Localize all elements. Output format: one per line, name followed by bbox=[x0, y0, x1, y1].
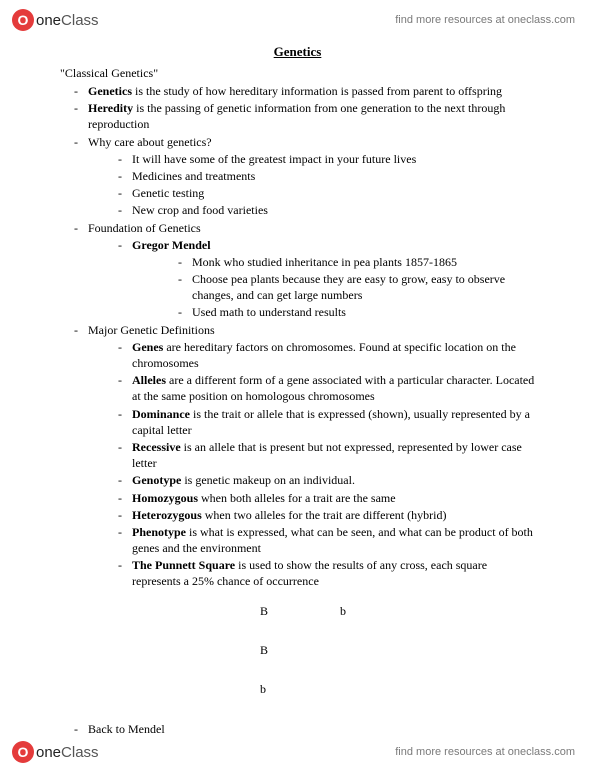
text: Monk who studied inheritance in pea plan… bbox=[192, 255, 457, 269]
list-item: New crop and food varieties bbox=[88, 202, 535, 218]
text: Genetic testing bbox=[132, 186, 204, 200]
list-item: Gregor Mendel Monk who studied inheritan… bbox=[88, 237, 535, 321]
definition: is genetic makeup on an individual. bbox=[181, 473, 355, 487]
definition: are hereditary factors on chromosomes. F… bbox=[132, 340, 516, 370]
list-item: Heterozygous when two alleles for the tr… bbox=[88, 507, 535, 523]
logo-text: oneClass bbox=[36, 12, 99, 29]
term: Phenotype bbox=[132, 525, 186, 539]
logo-word-class: Class bbox=[61, 744, 99, 761]
document-body: Genetics "Classical Genetics" Genetics i… bbox=[0, 38, 595, 737]
text: Why care about genetics? bbox=[88, 135, 212, 149]
list-item: Recessive is an allele that is present b… bbox=[88, 439, 535, 471]
punnett-cell: B bbox=[260, 643, 280, 658]
term: Heredity bbox=[88, 101, 133, 115]
term: Dominance bbox=[132, 407, 190, 421]
list-item: The Punnett Square is used to show the r… bbox=[88, 557, 535, 589]
definition: when both alleles for a trait are the sa… bbox=[198, 491, 396, 505]
term: Gregor Mendel bbox=[132, 238, 211, 252]
punnett-cell: b bbox=[340, 604, 360, 619]
list-item: Genes are hereditary factors on chromoso… bbox=[88, 339, 535, 371]
logo-word-class: Class bbox=[61, 12, 99, 29]
logo-word-one: one bbox=[36, 12, 61, 29]
term: Genes bbox=[132, 340, 163, 354]
list-item: Homozygous when both alleles for a trait… bbox=[88, 490, 535, 506]
definition: is the trait or allele that is expressed… bbox=[132, 407, 530, 437]
list-item: Foundation of Genetics Gregor Mendel Mon… bbox=[60, 220, 535, 321]
definition: are a different form of a gene associate… bbox=[132, 373, 534, 403]
list-item: Alleles are a different form of a gene a… bbox=[88, 372, 535, 404]
logo-circle-icon: O bbox=[12, 9, 34, 31]
term: Recessive bbox=[132, 440, 181, 454]
text: Foundation of Genetics bbox=[88, 221, 201, 235]
term: The Punnett Square bbox=[132, 558, 235, 572]
term: Genotype bbox=[132, 473, 181, 487]
list-item: Medicines and treatments bbox=[88, 168, 535, 184]
text: Choose pea plants because they are easy … bbox=[192, 272, 505, 302]
definition: when two alleles for the trait are diffe… bbox=[202, 508, 447, 522]
header-link[interactable]: find more resources at oneclass.com bbox=[395, 14, 575, 26]
definition: is the study of how hereditary informati… bbox=[132, 84, 502, 98]
text: New crop and food varieties bbox=[132, 203, 268, 217]
text: Medicines and treatments bbox=[132, 169, 255, 183]
list-item: Genetic testing bbox=[88, 185, 535, 201]
text: Used math to understand results bbox=[192, 305, 346, 319]
definition: is what is expressed, what can be seen, … bbox=[132, 525, 533, 555]
page-header: O oneClass find more resources at onecla… bbox=[0, 0, 595, 38]
list-item: Why care about genetics? It will have so… bbox=[60, 134, 535, 219]
punnett-row: b bbox=[260, 682, 535, 697]
logo-text: oneClass bbox=[36, 744, 99, 761]
logo-word-one: one bbox=[36, 744, 61, 761]
logo-letter: O bbox=[18, 12, 29, 28]
list-item: Genetics is the study of how hereditary … bbox=[60, 83, 535, 99]
list-item: Major Genetic Definitions Genes are here… bbox=[60, 322, 535, 590]
punnett-row: B bbox=[260, 643, 535, 658]
definition: is an allele that is present but not exp… bbox=[132, 440, 522, 470]
list-item: Genotype is genetic makeup on an individ… bbox=[88, 472, 535, 488]
punnett-square: B b B b bbox=[260, 604, 535, 697]
list-item: Choose pea plants because they are easy … bbox=[132, 271, 535, 303]
list-item: Phenotype is what is expressed, what can… bbox=[88, 524, 535, 556]
term: Alleles bbox=[132, 373, 166, 387]
list-item: Monk who studied inheritance in pea plan… bbox=[132, 254, 535, 270]
term: Heterozygous bbox=[132, 508, 202, 522]
footer-link[interactable]: find more resources at oneclass.com bbox=[395, 746, 575, 758]
list-item: Used math to understand results bbox=[132, 304, 535, 320]
brand-logo: O oneClass bbox=[12, 741, 99, 763]
page-title: Genetics bbox=[60, 44, 535, 60]
text: It will have some of the greatest impact… bbox=[132, 152, 416, 166]
term: Homozygous bbox=[132, 491, 198, 505]
logo-circle-icon: O bbox=[12, 741, 34, 763]
text: Major Genetic Definitions bbox=[88, 323, 215, 337]
punnett-cell: B bbox=[260, 604, 280, 619]
list-item: Heredity is the passing of genetic infor… bbox=[60, 100, 535, 132]
section-heading: "Classical Genetics" bbox=[60, 66, 535, 81]
page-footer: O oneClass find more resources at onecla… bbox=[0, 732, 595, 770]
punnett-cell: b bbox=[260, 682, 280, 697]
list-item: Dominance is the trait or allele that is… bbox=[88, 406, 535, 438]
definition: is the passing of genetic information fr… bbox=[88, 101, 505, 131]
brand-logo: O oneClass bbox=[12, 9, 99, 31]
punnett-header-row: B b bbox=[260, 604, 535, 619]
term: Genetics bbox=[88, 84, 132, 98]
list-item: It will have some of the greatest impact… bbox=[88, 151, 535, 167]
logo-letter: O bbox=[18, 744, 29, 760]
outline-root: Genetics is the study of how hereditary … bbox=[60, 83, 535, 590]
